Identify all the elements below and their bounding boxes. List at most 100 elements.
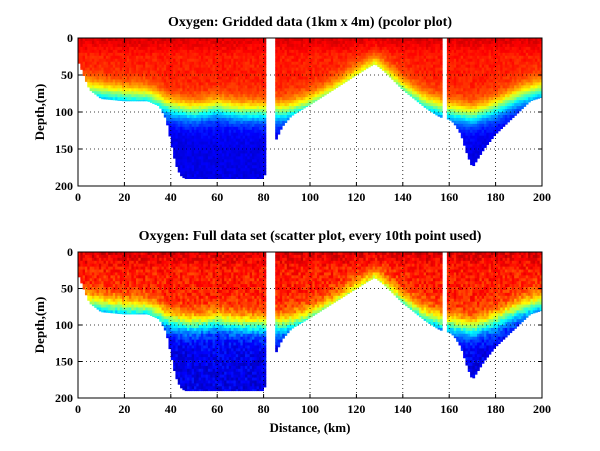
heatmap-cell [344, 61, 348, 66]
heatmap-cell [117, 58, 121, 63]
heatmap-cell [242, 40, 246, 45]
heatmap-cell [474, 132, 478, 137]
heatmap-cell [238, 162, 241, 166]
heatmap-cell [163, 46, 167, 51]
heatmap-cell [330, 64, 334, 68]
heatmap-cell [156, 76, 160, 80]
heatmap-cell [284, 46, 288, 51]
heatmap-cell [296, 38, 299, 42]
heatmap-cell [200, 150, 204, 154]
heatmap-cell [161, 109, 165, 113]
heatmap-cell [372, 52, 376, 57]
heatmap-cell [319, 88, 322, 92]
heatmap-cell [189, 61, 193, 66]
heatmap-cell [402, 64, 406, 68]
heatmap-cell [463, 88, 466, 92]
heatmap-cell [465, 46, 469, 51]
heatmap-cell [187, 156, 190, 160]
heatmap-cell [189, 123, 193, 128]
heatmap-cell [142, 38, 146, 42]
heatmap-cell [347, 61, 350, 66]
heatmap-cell [296, 49, 299, 54]
heatmap-cell [484, 55, 487, 60]
heatmap-cell [381, 58, 385, 63]
heatmap-cell [87, 40, 90, 45]
heatmap-cell [238, 46, 241, 51]
heatmap-cell [184, 103, 188, 107]
heatmap-cell [258, 126, 262, 131]
heatmap-cell [168, 64, 172, 68]
heatmap-cell [474, 153, 478, 157]
heatmap-cell [154, 73, 158, 77]
heatmap-cell [247, 132, 251, 137]
heatmap-cell [428, 94, 432, 98]
heatmap-cell [467, 106, 471, 110]
heatmap-cell [446, 91, 450, 95]
heatmap-cell [145, 85, 148, 89]
heatmap-cell [493, 55, 496, 60]
heatmap-cell [238, 150, 241, 154]
heatmap-cell [405, 70, 408, 74]
heatmap-cell [170, 106, 174, 110]
heatmap-cell [180, 49, 183, 54]
heatmap-cell [170, 58, 174, 63]
heatmap-cell [219, 40, 223, 45]
heatmap-cell [166, 82, 169, 86]
heatmap-cell [117, 49, 121, 54]
heatmap-cell [321, 58, 325, 63]
heatmap-cell [233, 38, 237, 42]
heatmap-cell [495, 97, 499, 101]
heatmap-cell [182, 55, 186, 60]
heatmap-cell [256, 106, 260, 110]
heatmap-cell [479, 144, 483, 148]
heatmap-cell [196, 67, 200, 71]
heatmap-cell [388, 43, 392, 48]
heatmap-cell [351, 70, 355, 74]
heatmap-cell [154, 49, 158, 54]
heatmap-cell [463, 109, 466, 113]
heatmap-cell [426, 82, 429, 86]
heatmap-cell [198, 103, 202, 107]
heatmap-cell [245, 112, 248, 116]
heatmap-cell [291, 79, 295, 83]
heatmap-cell [194, 120, 197, 125]
heatmap-cell [254, 91, 258, 95]
heatmap-cell [212, 114, 216, 119]
heatmap-cell [453, 67, 457, 71]
heatmap-cell [147, 58, 151, 63]
heatmap-cell [166, 117, 169, 122]
heatmap-cell [279, 112, 283, 116]
heatmap-cell [463, 38, 466, 42]
heatmap-cell [254, 120, 258, 125]
heatmap-cell [231, 79, 234, 83]
heatmap-cell [430, 85, 434, 89]
heatmap-cell [163, 79, 167, 83]
heatmap-cell [98, 94, 102, 98]
heatmap-cell [337, 46, 341, 51]
heatmap-cell [124, 64, 128, 68]
heatmap-cell [126, 49, 130, 54]
heatmap-cell [133, 88, 137, 92]
heatmap-cell [168, 49, 172, 54]
heatmap-cell [414, 88, 418, 92]
heatmap-cell [212, 38, 216, 42]
heatmap-cell [96, 40, 100, 45]
heatmap-cell [286, 55, 290, 60]
heatmap-cell [200, 79, 204, 83]
heatmap-cell [261, 150, 264, 154]
heatmap-cell [224, 144, 227, 148]
heatmap-cell [379, 58, 383, 63]
heatmap-cell [133, 94, 137, 98]
heatmap-cell [319, 46, 322, 51]
heatmap-cell [477, 49, 480, 54]
heatmap-cell [258, 141, 262, 145]
heatmap-cell [477, 123, 480, 128]
heatmap-cell [194, 168, 197, 172]
heatmap-cell [161, 112, 165, 114]
heatmap-cell [189, 159, 193, 163]
heatmap-cell [189, 141, 193, 145]
heatmap-cell [395, 61, 399, 66]
heatmap-cell [405, 55, 408, 60]
heatmap-cell [154, 91, 158, 95]
heatmap-cell [449, 106, 452, 110]
